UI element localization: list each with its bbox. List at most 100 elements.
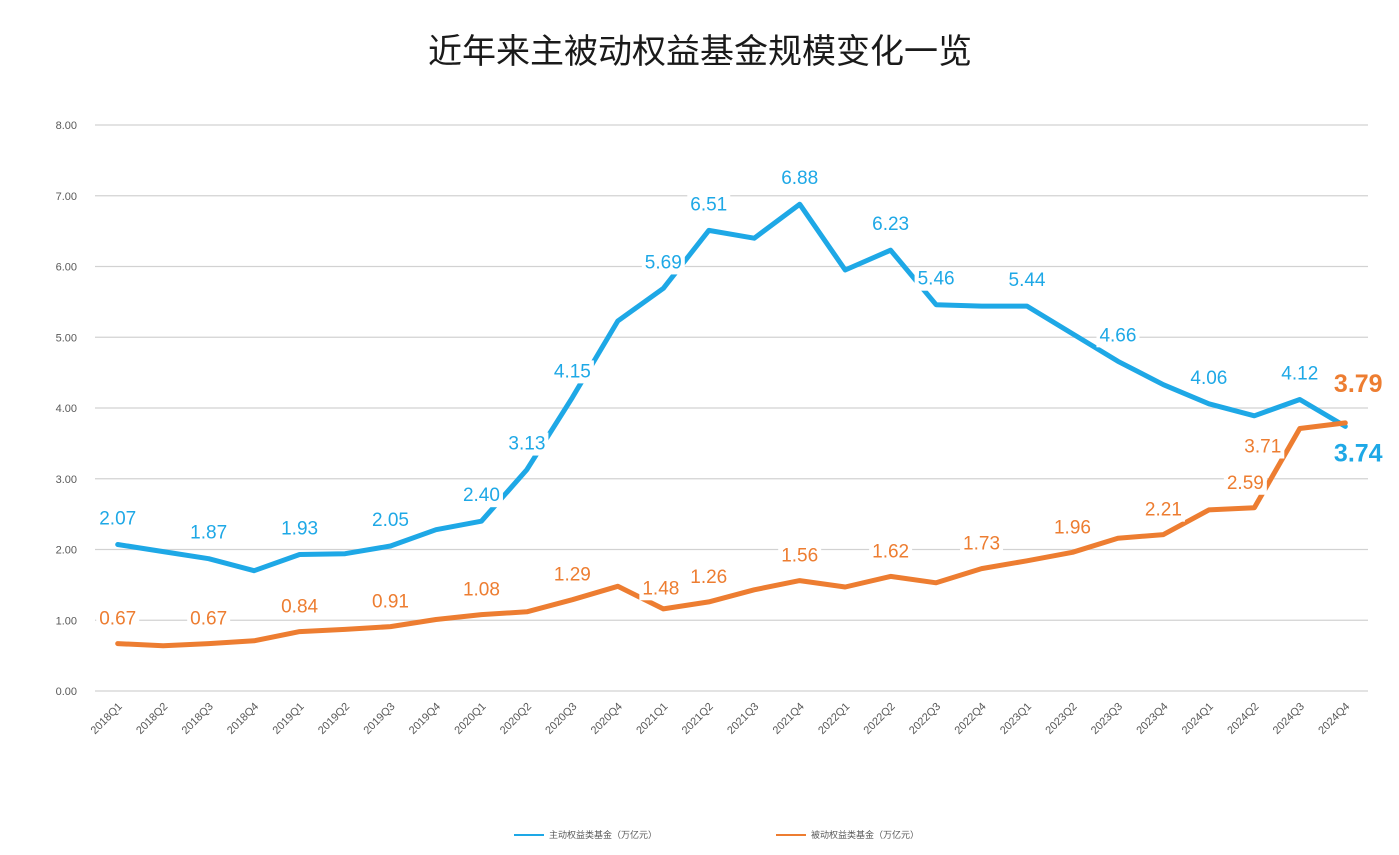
data-label-active-equity: 1.93 — [278, 517, 322, 541]
series-line-passive-equity — [115, 420, 1348, 649]
data-label-background — [459, 484, 503, 508]
data-label-background — [505, 432, 549, 456]
data-label-active-equity: 6.23 — [869, 213, 913, 237]
data-label-text: 2.59 — [1227, 473, 1264, 494]
data-label-background — [778, 544, 822, 568]
data-label-active-equity: 3.74 — [1330, 438, 1386, 469]
data-labels: 2.07 1.87 1.93 2.05 2.40 3.13 4.15 5.69 6.51 6.88… — [96, 167, 1386, 631]
y-tick-label: 4.00 — [56, 403, 77, 415]
data-label-background — [869, 540, 913, 564]
data-label-text: 1.62 — [872, 541, 909, 562]
data-label-passive-equity: 1.62 — [869, 540, 913, 564]
data-label-background — [187, 607, 231, 631]
data-label-text: 1.08 — [463, 580, 500, 601]
data-label-text: 2.21 — [1145, 500, 1182, 521]
data-label-background — [187, 521, 231, 545]
data-label-background — [639, 577, 683, 601]
y-axis-tick-labels: 0.00 1.00 2.00 3.00 4.00 5.00 6.00 7.00 8.00 — [56, 120, 77, 698]
data-label-background — [96, 507, 140, 531]
data-label-text: 0.67 — [99, 609, 136, 630]
data-label-active-equity: 2.05 — [369, 508, 413, 532]
data-label-active-equity: 4.12 — [1278, 362, 1322, 386]
data-label-active-equity: 5.69 — [641, 251, 685, 275]
data-label-text: 1.48 — [642, 578, 679, 599]
data-label-text: 3.13 — [508, 434, 545, 455]
data-label-text: 2.40 — [463, 485, 500, 506]
data-label-background — [1241, 435, 1285, 459]
data-label-active-equity: 2.07 — [96, 507, 140, 531]
data-label-background — [550, 360, 594, 384]
data-label-passive-equity: 0.67 — [187, 607, 231, 631]
data-label-text: 1.56 — [781, 546, 818, 567]
data-label-active-equity: 4.06 — [1187, 366, 1231, 390]
data-label-active-equity: 6.51 — [687, 193, 731, 217]
chart-title: 近年来主被动权益基金规模变化一览 — [428, 32, 972, 72]
data-label-background — [369, 508, 413, 532]
y-tick-label: 3.00 — [56, 474, 77, 486]
legend-item-passive-equity: 被动权益类基金（万亿元） — [776, 829, 919, 841]
data-label-background — [1330, 438, 1386, 469]
data-label-background — [278, 517, 322, 541]
data-label-passive-equity: 1.96 — [1050, 516, 1094, 540]
data-label-passive-equity: 1.29 — [550, 563, 594, 587]
data-label-background — [914, 267, 958, 291]
data-label-background — [1187, 366, 1231, 390]
data-label-text: 0.67 — [190, 609, 227, 630]
data-label-background — [459, 578, 503, 602]
data-label-background — [778, 167, 822, 191]
data-label-text: 5.46 — [918, 269, 955, 290]
data-label-text: 1.26 — [690, 567, 727, 588]
data-label-text: 1.96 — [1054, 517, 1091, 538]
data-label-passive-equity: 1.56 — [778, 544, 822, 568]
data-label-text: 6.51 — [690, 194, 727, 215]
data-label-passive-equity: 0.91 — [369, 590, 413, 614]
data-label-text: 3.74 — [1334, 439, 1383, 467]
data-label-passive-equity: 1.26 — [687, 565, 731, 589]
data-label-passive-equity: 0.67 — [96, 607, 140, 631]
data-label-passive-equity: 2.59 — [1223, 471, 1267, 495]
data-label-text: 1.87 — [190, 523, 227, 544]
data-label-text: 1.93 — [281, 518, 318, 539]
data-label-background — [687, 193, 731, 217]
y-tick-label: 6.00 — [56, 262, 77, 274]
data-label-text: 2.05 — [372, 510, 409, 531]
data-label-text: 5.69 — [645, 252, 682, 273]
legend-label-active-equity: 主动权益类基金（万亿元） — [549, 829, 657, 841]
data-label-background — [96, 607, 140, 631]
data-label-text: 1.73 — [963, 534, 1000, 555]
data-label-active-equity: 5.46 — [914, 267, 958, 291]
data-label-text: 6.23 — [872, 214, 909, 235]
y-tick-label: 0.00 — [56, 686, 77, 698]
data-label-passive-equity: 1.73 — [960, 532, 1004, 556]
y-tick-label: 2.00 — [56, 545, 77, 557]
data-label-text: 4.15 — [554, 361, 591, 382]
data-label-text: 5.44 — [1009, 270, 1046, 291]
data-label-background — [1330, 368, 1386, 399]
data-label-active-equity: 5.44 — [1005, 269, 1049, 293]
data-label-text: 1.29 — [554, 565, 591, 586]
data-label-background — [369, 590, 413, 614]
data-label-passive-equity: 3.71 — [1241, 435, 1285, 459]
data-label-passive-equity: 1.08 — [459, 578, 503, 602]
data-label-text: 2.07 — [99, 509, 136, 530]
data-label-text: 4.12 — [1281, 364, 1318, 385]
data-label-background — [550, 563, 594, 587]
data-label-background — [1050, 516, 1094, 540]
data-label-text: 4.06 — [1190, 368, 1227, 389]
data-label-text: 3.71 — [1244, 437, 1281, 458]
y-tick-label: 1.00 — [56, 615, 77, 627]
data-label-active-equity: 4.66 — [1096, 324, 1140, 348]
data-label-active-equity: 4.15 — [550, 360, 594, 384]
data-label-passive-equity: 1.48 — [639, 577, 683, 601]
data-label-text: 6.88 — [781, 168, 818, 189]
data-label-background — [960, 532, 1004, 556]
legend: 主动权益类基金（万亿元） 被动权益类基金（万亿元） — [514, 829, 919, 841]
data-label-passive-equity: 3.79 — [1330, 368, 1386, 399]
data-label-active-equity: 1.87 — [187, 521, 231, 545]
y-tick-label: 7.00 — [56, 191, 77, 203]
y-tick-label: 8.00 — [56, 120, 77, 132]
data-label-passive-equity: 0.84 — [278, 595, 322, 619]
data-label-background — [1278, 362, 1322, 386]
